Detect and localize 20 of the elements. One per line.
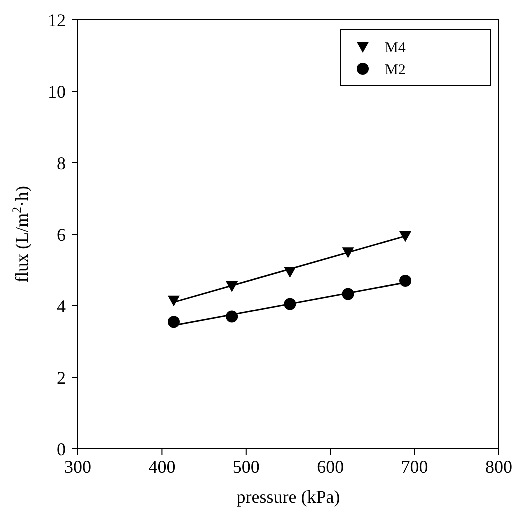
y-tick-label: 2 bbox=[57, 368, 66, 388]
y-tick-label: 12 bbox=[48, 10, 66, 30]
y-tick-label: 4 bbox=[57, 296, 66, 316]
y-tick-label: 6 bbox=[57, 224, 66, 245]
point bbox=[400, 274, 412, 287]
point bbox=[168, 316, 180, 328]
x-tick-label: 800 bbox=[486, 457, 512, 477]
x-tick-label: 400 bbox=[148, 457, 176, 477]
y-tick-label: 10 bbox=[48, 82, 66, 102]
x-tick-label: 600 bbox=[317, 457, 344, 477]
y-tick-label: 8 bbox=[57, 153, 66, 174]
legend-label: M2 bbox=[385, 62, 406, 78]
point bbox=[168, 296, 180, 307]
legend-label: M4 bbox=[385, 40, 406, 56]
y-tick-label: 0 bbox=[57, 439, 66, 460]
x-axis-title: pressure (kPa) bbox=[236, 487, 340, 507]
point bbox=[400, 231, 412, 242]
x-tick-label: 500 bbox=[232, 457, 260, 477]
x-tick-label: 300 bbox=[64, 457, 92, 477]
x-tick-label: 700 bbox=[401, 457, 428, 477]
